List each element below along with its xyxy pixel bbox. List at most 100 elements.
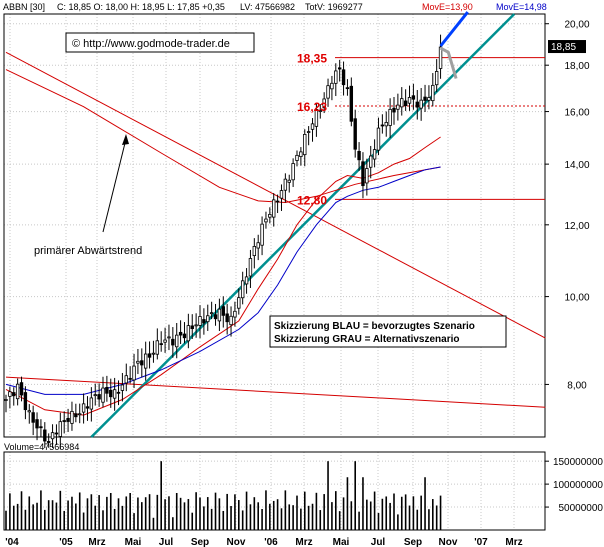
candle-body	[132, 365, 136, 381]
candle-body	[175, 334, 179, 348]
legend-line-gray: Skizzierung GRAU = Alternativszenario	[274, 334, 460, 345]
time-axis: '04 '05 Mrz Mai Jul Sep Nov '06 Mrz Mai Jul Sep Nov '…	[5, 537, 522, 547]
candle-body	[388, 108, 392, 126]
time-tick-label: '05	[59, 537, 73, 547]
candle-body	[306, 131, 311, 133]
trendlines	[5, 13, 546, 438]
candle-body	[291, 163, 295, 181]
candle-body	[213, 314, 218, 320]
time-tick-label: Mai	[125, 537, 142, 547]
candle-body	[380, 124, 385, 127]
candle-body	[8, 391, 12, 397]
candle-body	[124, 375, 128, 384]
header-quote: C: 18,85 O: 18,00 H: 18,95 L: 17,85 +0,3…	[57, 2, 225, 12]
candle-body	[396, 104, 400, 110]
header-lv: LV: 47566982	[240, 2, 295, 12]
candle-body	[50, 432, 55, 440]
candle-body	[240, 280, 245, 299]
candle-body	[151, 352, 156, 355]
candle-body	[326, 85, 330, 99]
price-panel-frame	[3, 13, 546, 438]
candle-body	[206, 315, 210, 323]
candle-body	[54, 432, 59, 435]
candle-body	[264, 218, 268, 223]
trendline-red	[5, 51, 546, 339]
candle-body	[4, 399, 8, 401]
candle-body	[27, 410, 31, 413]
candle-body	[237, 297, 241, 309]
candle-body	[337, 67, 342, 70]
price-tick-label: 12,00	[564, 221, 589, 232]
candle-body	[136, 360, 140, 364]
candle-body	[415, 101, 419, 108]
candle-body	[35, 419, 39, 429]
scenario-blue-line	[439, 11, 469, 47]
candle-body	[167, 336, 171, 339]
candle-body	[143, 353, 148, 369]
candle-body	[105, 386, 109, 394]
candle-body	[194, 324, 198, 327]
candle-body	[58, 421, 63, 437]
candle-body	[62, 420, 66, 422]
candle-body	[349, 85, 354, 122]
candle-body	[376, 127, 381, 151]
candle-body	[89, 397, 94, 410]
candle-body	[260, 223, 264, 246]
candle-body	[186, 325, 191, 342]
candle-body	[109, 389, 113, 398]
candle-body	[361, 161, 365, 187]
time-tick-label: Nov	[439, 537, 458, 547]
candle-body	[423, 96, 427, 101]
candle-body	[365, 168, 369, 184]
candle-body	[431, 84, 435, 102]
candle-body	[128, 377, 132, 380]
candle-body	[353, 118, 357, 150]
volume-axis: 50000000 100000000 150000000	[545, 457, 603, 514]
candle-body	[384, 122, 388, 127]
level-label-16-23: 16,23	[297, 100, 327, 114]
candle-body	[66, 417, 70, 422]
time-tick-label: Nov	[227, 537, 246, 547]
price-tick-label: 14,00	[564, 160, 589, 171]
legend-line-blue: Skizzierung BLAU = bevorzugtes Szenario	[274, 321, 475, 332]
annotation-text: primärer Abwärtstrend	[34, 245, 142, 257]
header-totv: TotV: 1969277	[305, 2, 363, 12]
time-tick-label: Sep	[404, 537, 422, 547]
time-tick-label: Jul	[159, 537, 174, 547]
candle-body	[46, 441, 51, 443]
price-tick-label: 20,00	[564, 20, 589, 31]
candle-body	[310, 123, 315, 130]
candle-body	[330, 82, 334, 90]
candle-body	[19, 382, 24, 396]
candle-body	[295, 154, 299, 161]
candle-body	[12, 392, 16, 397]
candle-body	[272, 199, 276, 218]
time-tick-label: '07	[474, 537, 488, 547]
copyright-text: © http://www.godmode-trader.de	[72, 38, 230, 50]
candle-body	[233, 310, 237, 318]
header-symbol: ABBN [30]	[3, 2, 45, 12]
candle-body	[23, 392, 28, 411]
candle-body	[400, 98, 404, 108]
time-tick-label: '04	[5, 537, 19, 547]
candle-body	[31, 412, 35, 423]
annotation-arrow	[102, 138, 127, 233]
candle-body	[190, 325, 194, 330]
candle-body	[15, 383, 20, 400]
header-mov2: MovE=14,98	[496, 2, 547, 12]
candle-body	[268, 213, 272, 218]
header-mov1: MovE=13,90	[422, 2, 473, 12]
candle-body	[357, 150, 361, 161]
candle-body	[403, 100, 408, 106]
volume-bars	[5, 461, 442, 530]
volume-tick-label: 150000000	[553, 457, 603, 468]
candle-body	[209, 312, 214, 315]
candle-body	[159, 343, 163, 346]
candle-body	[85, 406, 90, 409]
trendline-teal	[90, 13, 516, 438]
candle-body	[163, 339, 167, 343]
time-tick-label: Mrz	[295, 537, 312, 547]
candle-body	[81, 403, 86, 413]
candle-body	[147, 353, 152, 358]
candle-body	[225, 313, 229, 323]
